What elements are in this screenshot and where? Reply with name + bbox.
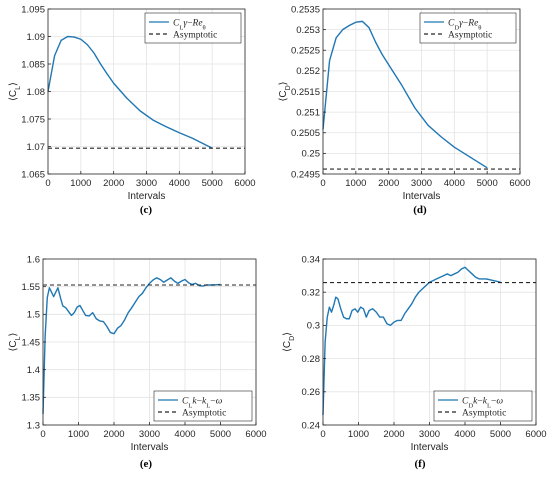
x-tick-label: 0: [320, 178, 325, 189]
x-tick-label: 1000: [70, 178, 91, 189]
x-tick-label: 4000: [444, 178, 465, 189]
y-tick-label: 0.34: [302, 254, 321, 265]
x-tick-label: 5000: [210, 429, 231, 440]
chart-panel-4: 0 1000 2000 3000 4000 5000 6000 0.24 0.26 0.28 0.3…: [282, 254, 547, 470]
y-tick-label: 0.32: [302, 288, 321, 299]
y-tick-label: 0.2505: [291, 128, 320, 139]
x-tick-label: 4000: [454, 429, 475, 440]
chart-panel-1: 0 1000 2000 3000 4000 5000 6000 1.065 1.07 1.075 1…: [8, 4, 256, 216]
y-axis-label: ⟨CL⟩: [8, 82, 22, 101]
y-tick-label: 1.3: [27, 420, 40, 431]
y-tick-label: 1.075: [21, 114, 45, 125]
x-tick-label: 0: [45, 178, 50, 189]
legend-box: [144, 12, 242, 44]
panel-caption: (f): [415, 458, 426, 470]
y-tick-label: 0.24: [302, 420, 321, 431]
x-tick-label: 0: [40, 429, 45, 440]
y-tick-label: 1.5: [27, 310, 40, 321]
y-tick-label: 1.07: [27, 142, 46, 153]
series-line: [47, 35, 213, 149]
x-tick-label: 4000: [174, 429, 195, 440]
y-tick-label: 0.2525: [291, 46, 320, 57]
legend-label: Asymptotic: [462, 409, 506, 419]
x-tick-label: 6000: [245, 429, 266, 440]
x-tick-label: 3000: [139, 429, 160, 440]
legend-label: Asymptotic: [173, 31, 217, 41]
series-line: [42, 277, 221, 414]
panel-caption: (e): [140, 458, 153, 470]
x-tick-label: 2000: [103, 429, 124, 440]
x-axis-label: Intervals: [131, 442, 169, 453]
y-tick-label: 1.09: [27, 32, 46, 43]
legend-label: Asymptotic: [448, 31, 492, 41]
series-line: [322, 20, 488, 169]
x-tick-label: 6000: [509, 178, 530, 189]
x-axis-label: Intervals: [128, 191, 166, 202]
y-tick-label: 0.2515: [291, 87, 320, 98]
y-tick-label: 1.6: [27, 254, 40, 265]
x-tick-label: 3000: [419, 429, 440, 440]
y-tick-label: 0.26: [302, 387, 321, 398]
y-tick-label: 1.08: [27, 87, 46, 98]
x-tick-label: 5000: [202, 178, 223, 189]
x-tick-label: 2000: [378, 178, 399, 189]
x-tick-label: 5000: [490, 429, 511, 440]
x-tick-label: 5000: [477, 178, 498, 189]
x-tick-label: 2000: [383, 429, 404, 440]
y-tick-label: 1.55: [22, 282, 41, 293]
x-tick-label: 0: [320, 429, 325, 440]
panel-caption: (c): [140, 204, 153, 216]
y-tick-label: 1.4: [27, 365, 40, 376]
legend-box: [419, 12, 517, 44]
x-tick-label: 3000: [411, 178, 432, 189]
legend-box: [153, 390, 253, 422]
chart-panel-2: 0 1000 2000 3000 4000 5000 6000 0.2495 0.25 0.250…: [278, 4, 531, 216]
y-axis-label: ⟨CL⟩: [8, 332, 22, 351]
y-tick-label: 0.252: [296, 66, 320, 77]
legend-label: CDγ−Reθ: [448, 19, 481, 32]
legend-label: CLk−kL−ω: [182, 397, 223, 410]
y-axis-label: ⟨CD⟩: [278, 81, 292, 101]
x-tick-label: 6000: [525, 429, 546, 440]
y-tick-label: 1.35: [22, 393, 41, 404]
chart-panel-3: 0 1000 2000 3000 4000 5000 6000 1.3 1.35 1.4 1.45 1…: [8, 254, 267, 470]
y-tick-label: 0.253: [296, 25, 320, 36]
x-tick-label: 4000: [169, 178, 190, 189]
x-tick-label: 1000: [345, 178, 366, 189]
y-tick-label: 0.2495: [291, 169, 320, 180]
x-axis-label: Intervals: [411, 442, 449, 453]
x-axis-label: Intervals: [403, 191, 441, 202]
y-tick-label: 1.085: [21, 59, 45, 70]
x-tick-label: 2000: [103, 178, 124, 189]
x-tick-label: 1000: [348, 429, 369, 440]
x-tick-label: 3000: [136, 178, 157, 189]
legend-label: CLγ−Reθ: [173, 19, 206, 32]
x-tick-label: 6000: [234, 178, 255, 189]
legend-label: Asymptotic: [182, 409, 226, 419]
x-tick-label: 1000: [68, 429, 89, 440]
series-line: [322, 266, 501, 416]
y-tick-label: 0.3: [307, 321, 320, 332]
y-tick-label: 0.28: [302, 354, 321, 365]
y-tick-label: 0.25: [302, 149, 321, 160]
y-tick-label: 1.095: [21, 4, 45, 15]
y-tick-label: 1.45: [22, 337, 41, 348]
legend-label: CDk−kL−ω: [462, 397, 503, 410]
panel-caption: (d): [413, 204, 427, 216]
y-tick-label: 1.065: [21, 169, 45, 180]
y-tick-label: 0.251: [296, 107, 320, 118]
legend-box: [433, 390, 533, 422]
y-tick-label: 0.2535: [291, 4, 320, 15]
y-axis-label: ⟨CD⟩: [282, 332, 296, 352]
